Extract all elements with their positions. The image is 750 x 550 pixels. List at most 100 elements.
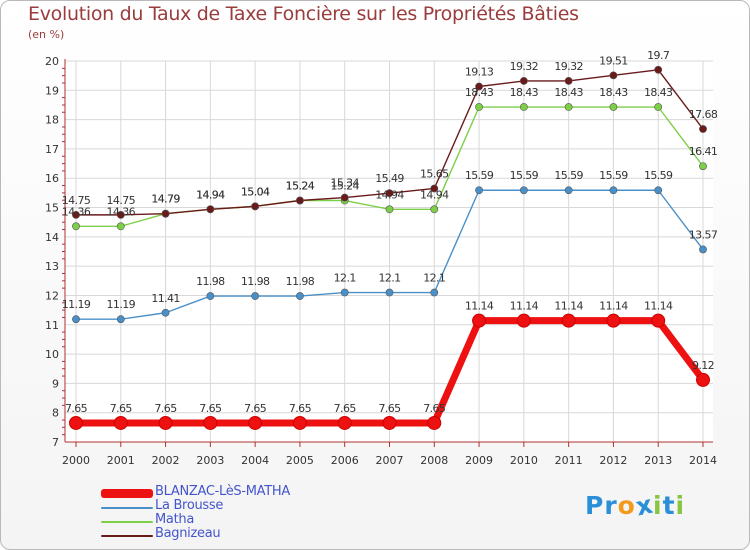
x-tick-label: 2009: [465, 454, 493, 467]
data-point: [472, 313, 487, 328]
data-label: 12.1: [334, 272, 356, 285]
data-label: 7.65: [378, 402, 401, 415]
data-point: [430, 288, 439, 297]
y-tick-label: 16: [45, 172, 59, 185]
data-label: 13.57: [689, 228, 718, 241]
data-label: 16.41: [689, 145, 718, 158]
data-point: [385, 189, 394, 198]
legend-label: Matha: [155, 512, 194, 527]
data-point: [609, 186, 618, 195]
data-point: [296, 292, 304, 300]
data-point: [337, 415, 352, 430]
data-label: 11.14: [554, 300, 583, 313]
data-label: 14.79: [151, 193, 180, 206]
data-label: 7.65: [65, 402, 88, 415]
data-point: [699, 125, 707, 133]
data-label: 15.04: [241, 185, 270, 198]
data-label: 15.24: [286, 180, 315, 193]
y-tick-label: 11: [45, 319, 59, 332]
data-point: [296, 196, 304, 205]
data-point: [654, 103, 663, 111]
data-label: 15.24: [286, 180, 315, 193]
data-point: [651, 313, 666, 328]
x-tick-label: 2002: [152, 454, 180, 467]
data-label: 14.75: [107, 194, 136, 207]
legend-swatch: [101, 521, 153, 523]
legend-label: Bagnizeau: [155, 526, 221, 541]
y-tick-label: 20: [45, 55, 59, 68]
data-point: [251, 202, 260, 211]
x-tick-label: 2004: [241, 454, 269, 467]
data-point: [654, 65, 663, 74]
logo-letter: i: [653, 491, 663, 520]
data-point: [248, 415, 263, 430]
data-label: 15.59: [465, 169, 494, 182]
data-label: 18.43: [510, 86, 539, 99]
data-label: 14.94: [196, 188, 225, 201]
data-point: [606, 313, 621, 328]
chart-unit: (en %): [28, 28, 65, 41]
data-point: [72, 210, 80, 219]
y-tick-label: 18: [45, 114, 59, 127]
data-label: 19.32: [510, 60, 539, 73]
logo-letter: i: [675, 491, 686, 520]
data-label: 19.51: [599, 54, 628, 67]
data-label: 7.65: [155, 402, 178, 415]
data-label: 11.98: [286, 275, 315, 288]
x-tick-label: 2014: [689, 454, 717, 467]
data-label: 7.65: [199, 402, 222, 415]
data-label: 15.34: [330, 177, 359, 190]
data-point: [116, 315, 125, 324]
y-tick-label: 14: [45, 231, 59, 244]
data-label: 15.49: [375, 172, 404, 185]
data-label: 7.65: [334, 402, 357, 415]
legend-label: BLANZAC-LèS-MATHA: [155, 484, 290, 499]
y-tick-label: 12: [45, 289, 59, 302]
data-label: 12.1: [423, 272, 445, 285]
data-label: 15.59: [554, 169, 583, 182]
data-point: [561, 313, 576, 328]
data-point: [519, 186, 528, 195]
data-point: [475, 82, 483, 91]
data-label: 15.04: [241, 185, 270, 198]
data-label: 15.59: [510, 169, 539, 182]
y-tick-label: 10: [45, 348, 59, 361]
x-tick-label: 2000: [62, 454, 90, 467]
data-point: [519, 103, 528, 111]
x-tick-label: 2003: [196, 454, 224, 467]
logo-letter: P: [585, 491, 605, 520]
data-label: 7.65: [110, 402, 133, 415]
data-label: 14.75: [62, 194, 91, 207]
data-point: [206, 292, 215, 300]
data-label: 14.94: [196, 188, 225, 201]
logo-letter: o: [617, 491, 636, 520]
data-point: [475, 186, 483, 195]
data-label: 11.14: [465, 300, 494, 313]
data-label: 11.19: [62, 298, 91, 311]
data-point: [699, 245, 707, 254]
data-point: [609, 103, 618, 111]
data-label: 11.14: [644, 300, 673, 313]
legend-swatch: [101, 535, 153, 537]
data-label: 14.36: [62, 205, 91, 218]
data-point: [427, 415, 442, 430]
data-point: [385, 205, 394, 214]
data-label: 11.14: [510, 300, 539, 313]
data-label: 14.79: [151, 193, 180, 206]
data-label: 15.24: [330, 180, 359, 193]
x-tick-label: 2012: [599, 454, 627, 467]
data-point: [516, 313, 531, 328]
y-tick-label: 13: [45, 260, 59, 273]
data-label: 15.59: [644, 169, 673, 182]
data-point: [382, 415, 397, 430]
data-point: [654, 186, 663, 195]
data-point: [340, 193, 349, 202]
y-tick-label: 17: [45, 143, 59, 156]
data-point: [699, 162, 707, 171]
data-label: 18.43: [599, 86, 628, 99]
data-label: 12.1: [378, 272, 400, 285]
legend-label: La Brousse: [155, 498, 224, 513]
x-tick-label: 2001: [107, 454, 135, 467]
